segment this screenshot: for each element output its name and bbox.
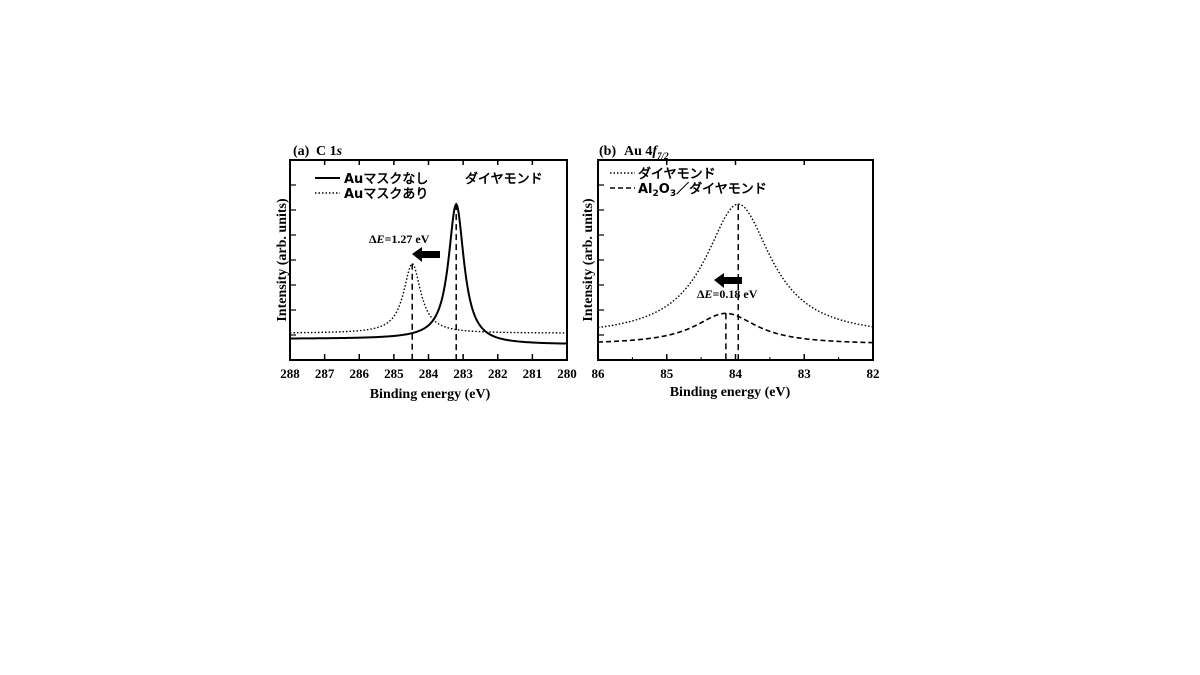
- panel-b-xlabel: Binding energy (eV): [670, 385, 791, 400]
- panel-a-xlabel: Binding energy (eV): [370, 387, 491, 402]
- series-line-0: [597, 203, 874, 329]
- panel-a-x-ticks: 288 287 286 285 284 283 282 281 280: [280, 160, 577, 381]
- panel-a-delta-annotation: ΔE=1.27 eV: [369, 232, 430, 246]
- panel-b-shift-arrow: [714, 273, 742, 288]
- x-tick-label: 288: [280, 366, 300, 381]
- legend-b-dotted-label: ダイヤモンド: [638, 166, 716, 182]
- panel-b-delta-annotation: ΔE=0.18 eV: [697, 287, 758, 301]
- x-tick-label: 282: [488, 366, 508, 381]
- x-tick-label: 286: [350, 366, 370, 381]
- x-tick-label: 280: [557, 366, 577, 381]
- x-tick-label: 287: [315, 366, 335, 381]
- legend-b-dashed-label: Al2O3／ダイヤモンド: [638, 181, 767, 199]
- panel-b-curves: [597, 203, 874, 344]
- panel-b-x-ticks: 86 85 84 83 82: [592, 160, 880, 381]
- x-tick-label: 85: [660, 366, 674, 381]
- panel-b-marker-lines: [725, 204, 739, 360]
- legend-a-solid-label: Auマスクなし: [344, 172, 428, 187]
- panel-a: (a) C 1s 288 287 286 285 284 283 282 281 280 Auマ…: [275, 144, 577, 402]
- panel-a-frame: [289, 159, 568, 361]
- panel-b-title: Au 4f7/2: [624, 144, 669, 161]
- panel-b-ylabel: Intensity (arb. units): [581, 198, 596, 322]
- x-tick-label: 283: [453, 366, 473, 381]
- x-tick-label: 83: [798, 366, 812, 381]
- x-tick-label: 284: [419, 366, 439, 381]
- panel-a-sample-label: ダイヤモンド: [465, 171, 543, 187]
- panel-b-label: (b): [599, 144, 616, 159]
- panel-a-marker-lines: [411, 204, 457, 360]
- legend-a-dotted-label: Auマスクあり: [344, 187, 428, 202]
- x-tick-label: 84: [729, 366, 743, 381]
- x-tick-label: 82: [867, 366, 880, 381]
- panel-b: (b) Au 4f7/2 86 85 84 83 82 ダイヤモンド Al2O3／ダイヤ…: [581, 144, 880, 400]
- panel-a-y-ticks: [290, 184, 296, 336]
- panel-b-y-ticks: [598, 184, 604, 336]
- series-line-1: [289, 263, 567, 334]
- series-line-0: [290, 202, 568, 345]
- panel-a-title: C 1s: [316, 144, 343, 159]
- panel-a-ylabel: Intensity (arb. units): [275, 198, 290, 322]
- series-line-1: [597, 312, 874, 344]
- panel-a-label: (a): [293, 144, 310, 159]
- x-tick-label: 86: [592, 366, 606, 381]
- x-tick-label: 285: [384, 366, 404, 381]
- x-tick-label: 281: [523, 366, 543, 381]
- panel-a-curves: [289, 202, 568, 345]
- panel-a-shift-arrow: [412, 247, 440, 262]
